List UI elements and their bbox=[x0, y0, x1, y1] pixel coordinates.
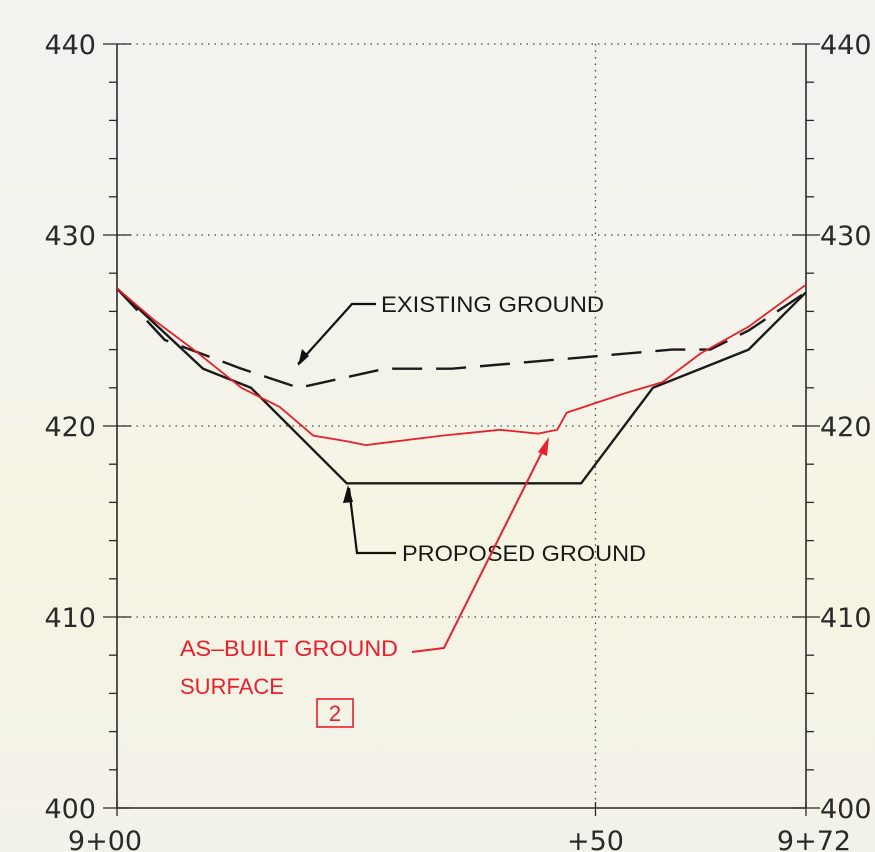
note-number: 2 bbox=[329, 701, 341, 726]
y-tick-label-left: 430 bbox=[44, 221, 96, 252]
proposed-ground-label: PROPOSED GROUND bbox=[402, 541, 646, 566]
y-tick-label-right: 400 bbox=[820, 794, 872, 825]
series-2-point bbox=[422, 482, 424, 484]
y-tick-label-right: 430 bbox=[820, 221, 872, 252]
note-number-box bbox=[316, 698, 354, 728]
series-3-point bbox=[365, 444, 367, 446]
series-3-point bbox=[747, 325, 749, 327]
series-3-point bbox=[661, 381, 663, 383]
x-tick-label: +50 bbox=[567, 826, 624, 852]
series-1-point bbox=[709, 348, 711, 350]
series-3-point bbox=[556, 429, 558, 431]
series-2-point bbox=[250, 387, 252, 389]
series-1-point bbox=[298, 387, 300, 389]
series-1-point bbox=[164, 339, 166, 341]
y-tick-label-left: 420 bbox=[44, 412, 96, 443]
series-1-point bbox=[240, 368, 242, 370]
x-tick-label: 9+00 bbox=[68, 826, 142, 852]
proposed-ground-arrowhead bbox=[343, 485, 353, 503]
series-1-point bbox=[451, 368, 453, 370]
series-line-1 bbox=[116, 287, 807, 389]
y-tick-label-right: 420 bbox=[820, 412, 872, 443]
y-tick-label-left: 440 bbox=[44, 30, 96, 61]
series-2-point bbox=[202, 368, 204, 370]
series-2-point bbox=[580, 482, 582, 484]
asbuilt-leader bbox=[411, 439, 549, 653]
series-lines bbox=[116, 283, 807, 485]
series-2-point bbox=[652, 387, 654, 389]
series-1-point bbox=[384, 368, 386, 370]
y-tick-label-left: 410 bbox=[44, 603, 96, 634]
series-1-point bbox=[747, 329, 749, 331]
series-3-point bbox=[700, 352, 702, 354]
series-3-point bbox=[441, 434, 443, 436]
existing-ground-arrowhead bbox=[298, 349, 309, 366]
series-2-point bbox=[700, 368, 702, 370]
series-3-point bbox=[537, 432, 539, 434]
series-3-point bbox=[623, 392, 625, 394]
annotations: EXISTING GROUND PROPOSED GROUND AS–BUILT… bbox=[180, 292, 646, 728]
series-3-point bbox=[499, 429, 501, 431]
series-line-2 bbox=[116, 287, 807, 485]
series-3-point bbox=[345, 440, 347, 442]
series-3-point bbox=[240, 387, 242, 389]
existing-ground-label: EXISTING GROUND bbox=[381, 292, 604, 317]
grid-lines bbox=[117, 43, 806, 808]
axis-ticks bbox=[103, 43, 820, 816]
asbuilt-label-line1: AS–BUILT GROUND bbox=[180, 636, 398, 661]
asbuilt-arrowhead bbox=[538, 437, 549, 456]
series-2-point bbox=[805, 291, 807, 293]
series-3-point bbox=[116, 287, 118, 289]
y-tick-label-left: 400 bbox=[44, 794, 96, 825]
series-2-point bbox=[747, 348, 749, 350]
asbuilt-label-line2: SURFACE bbox=[180, 674, 284, 699]
series-3-point bbox=[192, 348, 194, 350]
series-3-point bbox=[566, 411, 568, 413]
series-3-point bbox=[805, 283, 807, 285]
existing-ground-leader bbox=[297, 302, 376, 365]
axes bbox=[116, 44, 807, 809]
y-tick-label-right: 410 bbox=[820, 603, 872, 634]
series-1-point bbox=[671, 348, 673, 350]
series-3-point bbox=[278, 406, 280, 408]
x-tick-label: 9+72 bbox=[777, 826, 851, 852]
series-3-point bbox=[312, 434, 314, 436]
series-2-point bbox=[345, 482, 347, 484]
series-3-point bbox=[154, 320, 156, 322]
y-tick-label-right: 440 bbox=[820, 30, 872, 61]
proposed-ground-leader bbox=[347, 487, 396, 555]
series-line-3 bbox=[116, 283, 807, 447]
